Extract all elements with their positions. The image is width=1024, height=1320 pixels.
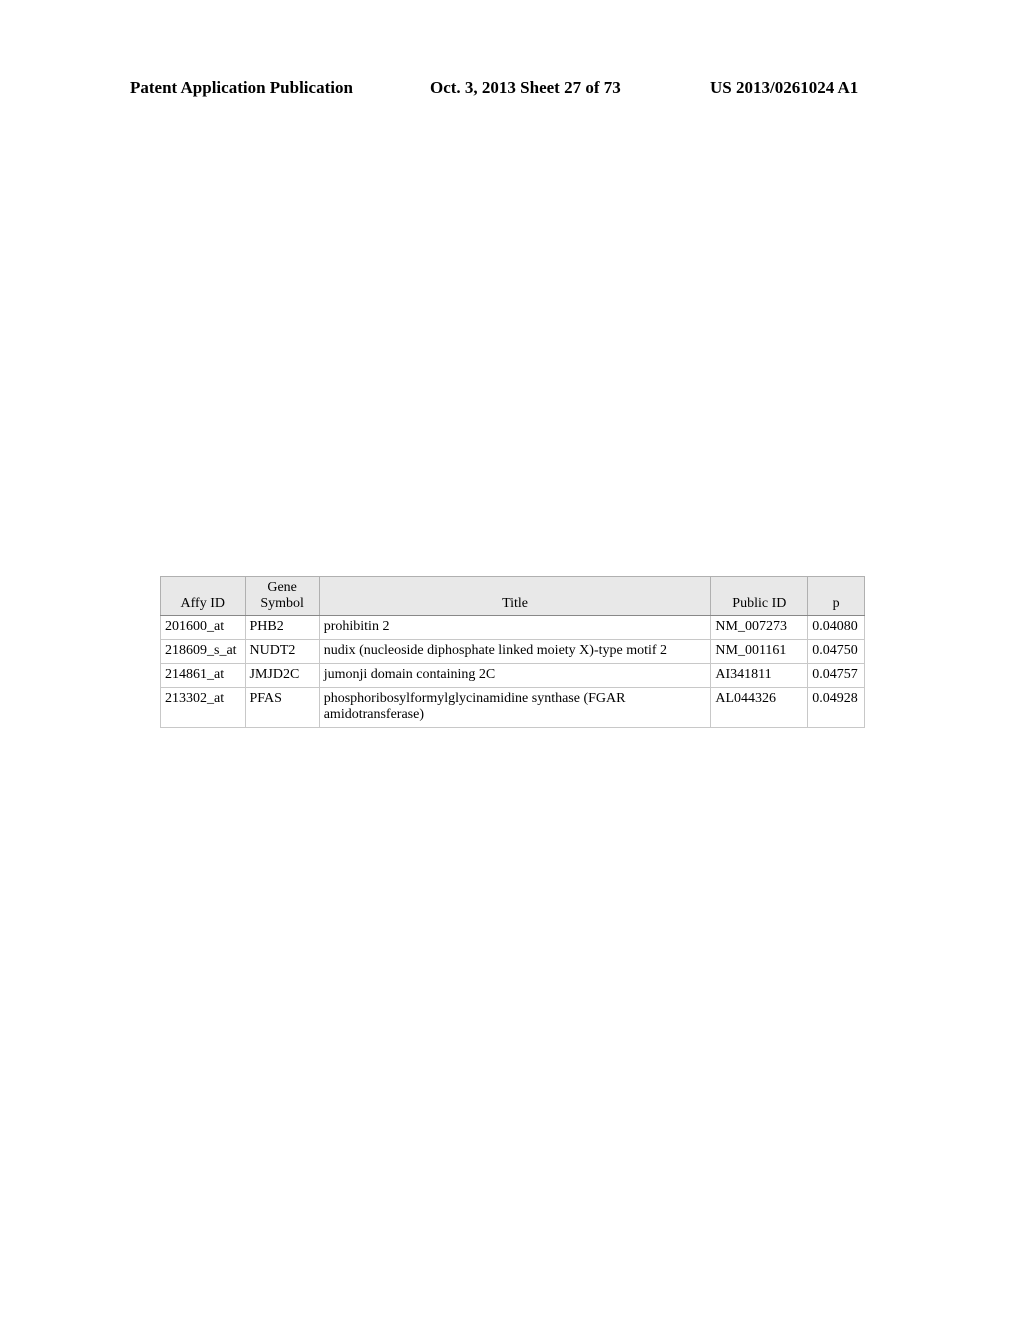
cell-affy: 213302_at <box>161 687 246 728</box>
table-row: 214861_at JMJD2C jumonji domain containi… <box>161 663 865 687</box>
cell-p: 0.04750 <box>808 639 865 663</box>
cell-public: NM_001161 <box>711 639 808 663</box>
cell-affy: 201600_at <box>161 616 246 640</box>
table-header-row: Affy ID Gene Symbol Title Public ID p <box>161 577 865 616</box>
cell-gene: NUDT2 <box>245 639 319 663</box>
cell-gene: JMJD2C <box>245 663 319 687</box>
table-row: 213302_at PFAS phosphoribosylformylglyci… <box>161 687 865 728</box>
gene-table-container: Affy ID Gene Symbol Title Public ID p 20… <box>160 576 865 728</box>
cell-p: 0.04928 <box>808 687 865 728</box>
col-gene-symbol: Gene Symbol <box>245 577 319 616</box>
cell-affy: 218609_s_at <box>161 639 246 663</box>
cell-title: nudix (nucleoside diphosphate linked moi… <box>319 639 711 663</box>
table-row: 201600_at PHB2 prohibitin 2 NM_007273 0.… <box>161 616 865 640</box>
cell-public: AI341811 <box>711 663 808 687</box>
cell-gene: PFAS <box>245 687 319 728</box>
cell-title: phosphoribosylformylglycinamidine syntha… <box>319 687 711 728</box>
col-public-id: Public ID <box>711 577 808 616</box>
cell-public: AL044326 <box>711 687 808 728</box>
header-publication: Patent Application Publication <box>130 78 353 98</box>
cell-gene: PHB2 <box>245 616 319 640</box>
cell-affy: 214861_at <box>161 663 246 687</box>
col-title: Title <box>319 577 711 616</box>
cell-title: prohibitin 2 <box>319 616 711 640</box>
header-doc-number: US 2013/0261024 A1 <box>710 78 858 98</box>
col-p: p <box>808 577 865 616</box>
cell-title: jumonji domain containing 2C <box>319 663 711 687</box>
table-row: 218609_s_at NUDT2 nudix (nucleoside diph… <box>161 639 865 663</box>
cell-p: 0.04080 <box>808 616 865 640</box>
cell-p: 0.04757 <box>808 663 865 687</box>
gene-table: Affy ID Gene Symbol Title Public ID p 20… <box>160 576 865 728</box>
header-date-sheet: Oct. 3, 2013 Sheet 27 of 73 <box>430 78 621 98</box>
cell-public: NM_007273 <box>711 616 808 640</box>
col-affy-id: Affy ID <box>161 577 246 616</box>
